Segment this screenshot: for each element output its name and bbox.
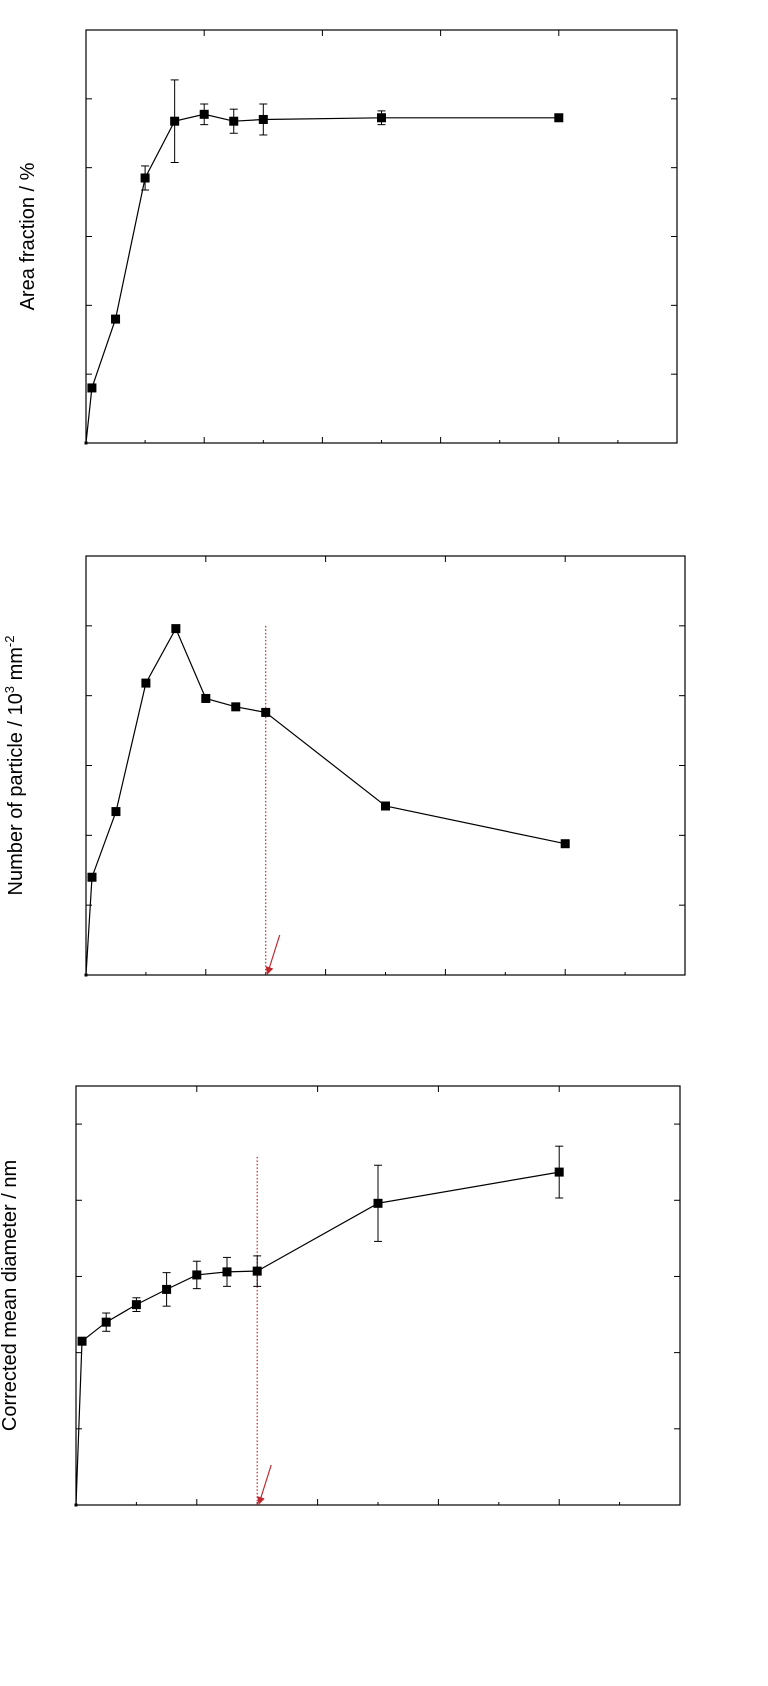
y-axis-label-part: Number of particle / 10 — [5, 693, 27, 895]
plot-frame — [85, 555, 686, 976]
chart-panel-a: Area fraction / % — [17, 29, 678, 445]
data-point — [74, 1503, 78, 1507]
data-point — [162, 1284, 172, 1294]
annotation-arrow — [265, 934, 281, 975]
data-point — [111, 807, 121, 817]
data-point — [84, 441, 88, 445]
data-point — [229, 116, 239, 126]
data-point — [170, 116, 180, 126]
chart-panel-b: Number of particle / 103 mm-2 — [2, 555, 686, 977]
data-point — [261, 707, 271, 717]
data-point — [84, 973, 88, 977]
data-point — [141, 678, 151, 688]
data-point — [111, 314, 121, 324]
annotation-arrow — [257, 1464, 272, 1505]
data-point — [192, 1270, 202, 1280]
data-point — [373, 1198, 383, 1208]
data-point — [140, 173, 150, 183]
y-axis-label-part: mm — [5, 647, 27, 686]
data-point — [252, 1266, 262, 1276]
data-point — [554, 113, 564, 123]
data-point — [171, 624, 181, 634]
data-point — [222, 1267, 232, 1277]
data-point — [231, 702, 241, 712]
y-axis-label-superscript: -2 — [2, 635, 17, 647]
data-point — [381, 801, 390, 811]
y-axis-label: Area fraction / % — [17, 162, 39, 310]
data-point — [77, 1336, 87, 1346]
y-axis-label-superscript: 3 — [2, 686, 17, 693]
data-point — [87, 383, 97, 393]
data-point — [377, 113, 386, 123]
data-point — [201, 693, 211, 703]
data-point — [258, 114, 268, 124]
series-line — [75, 1171, 560, 1506]
series-line — [85, 627, 566, 976]
data-point — [199, 109, 209, 119]
data-point — [560, 839, 570, 849]
series-line — [85, 113, 559, 444]
data-point — [87, 872, 97, 882]
data-point — [554, 1167, 564, 1177]
chart-panel-c: Corrected mean diameter / nm — [0, 1085, 681, 1507]
data-point — [131, 1300, 141, 1310]
y-axis-label: Number of particle / 103 mm-2 — [2, 635, 27, 895]
data-point — [101, 1317, 111, 1327]
y-axis-label: Corrected mean diameter / nm — [0, 1160, 21, 1431]
